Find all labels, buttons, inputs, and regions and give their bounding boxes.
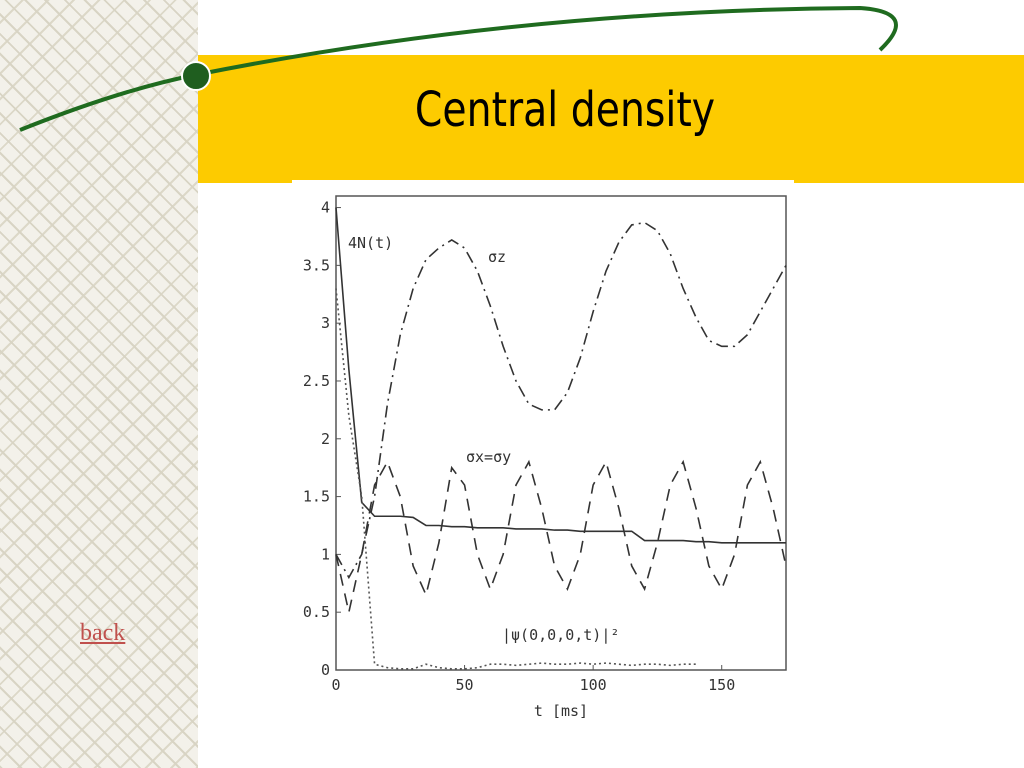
- x-tick-label: 50: [456, 676, 474, 694]
- series-line: [335, 459, 787, 613]
- series-label: σx=σy: [466, 448, 511, 466]
- chart: 0 0.5 1 1.5 2 2.5 3 3.5 4 0 50 100 150 t [ms] 4N(t) σz σ…: [292, 180, 794, 768]
- title-band: [198, 55, 1024, 183]
- y-tick-label: 2.5: [303, 372, 330, 390]
- plot-frame: [335, 195, 787, 671]
- y-tick-label: 0: [321, 661, 330, 679]
- series-label: |ψ(0,0,0,t)|²: [502, 626, 619, 644]
- decor-strip: [0, 0, 198, 768]
- y-tick-label: 3: [321, 314, 330, 332]
- series-label: 4N(t): [348, 234, 393, 252]
- series-line: [335, 288, 696, 670]
- y-tick-label: 1: [321, 545, 330, 563]
- x-tick-label: 0: [331, 676, 340, 694]
- series-line: [335, 207, 786, 544]
- y-tick-label: 4: [321, 199, 330, 217]
- y-tick-label: 0.5: [303, 603, 330, 621]
- y-tick-label: 3.5: [303, 256, 330, 274]
- y-tick-label: 1.5: [303, 488, 330, 506]
- y-tick-label: 2: [321, 430, 330, 448]
- back-link[interactable]: back: [80, 620, 126, 646]
- x-tick-label: 100: [580, 676, 607, 694]
- slide-title: Central density: [414, 82, 716, 138]
- x-tick-label: 150: [708, 676, 735, 694]
- series-label: σz: [488, 248, 506, 266]
- x-axis-label: t [ms]: [534, 702, 588, 720]
- series-line: [335, 221, 787, 580]
